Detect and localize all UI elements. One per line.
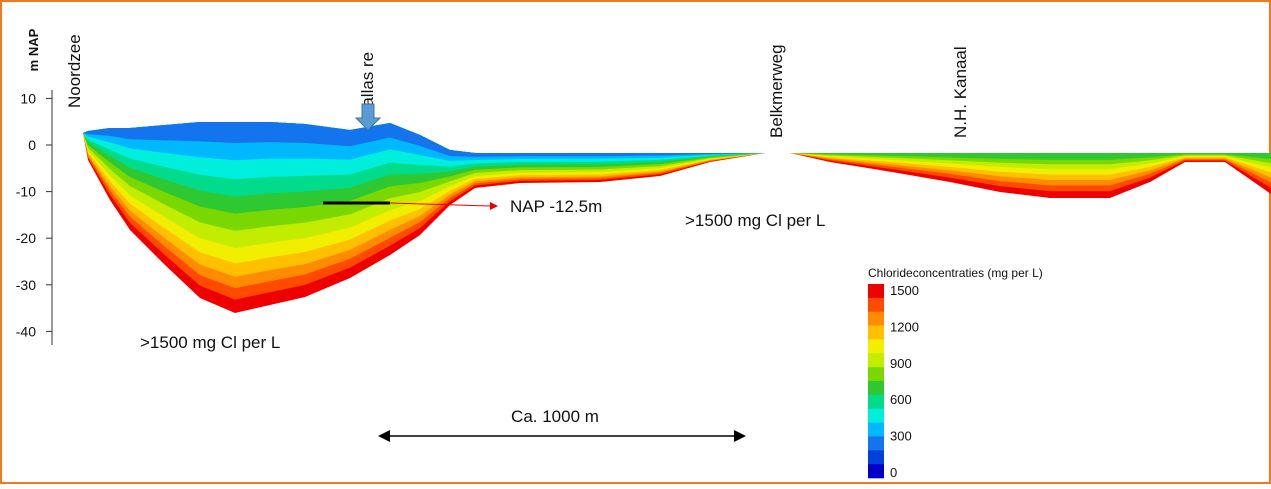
legend-label: 1200 [890, 319, 919, 334]
legend-label: 600 [890, 392, 912, 407]
legend-swatch [868, 353, 884, 368]
tick-label: -10 [16, 184, 36, 200]
annotation: >1500 mg Cl per L [140, 333, 280, 352]
legend-swatch [868, 450, 884, 465]
annotation: NAP -12.5m [510, 197, 602, 216]
legend-swatch [868, 339, 884, 354]
location-arrow [354, 103, 382, 131]
legend-label: 300 [890, 429, 912, 444]
pointer-head [490, 202, 498, 210]
pointer [389, 202, 491, 207]
tick-label: -40 [16, 323, 36, 339]
annotation: >1500 mg Cl per L [685, 211, 825, 230]
location: Noordzee [65, 34, 84, 108]
legend-swatch [868, 381, 884, 396]
legend-swatch [868, 311, 884, 326]
legend-swatch [868, 464, 884, 479]
legend-swatch [868, 408, 884, 423]
tick-label: -30 [16, 277, 36, 293]
legend-swatch [868, 422, 884, 437]
legend-swatch [868, 436, 884, 451]
legend-swatch [868, 325, 884, 340]
legend-swatch [868, 394, 884, 410]
legend-swatch [868, 284, 884, 299]
legend-label: 0 [890, 465, 897, 480]
legend-label: 1500 [890, 283, 919, 298]
tick-label: -20 [16, 230, 36, 246]
legend-title: Chlorideconcentraties (mg per L) [868, 266, 1043, 280]
legend-swatch [868, 367, 884, 382]
plumes [83, 122, 1271, 313]
tick-label: 10 [20, 90, 36, 106]
location: Belkmerweg [767, 44, 786, 138]
legend-label: 900 [890, 356, 912, 371]
annotation: Ca. 1000 m [511, 407, 599, 426]
axis-label: m NAP [26, 28, 41, 71]
concentration-band [790, 153, 1271, 160]
tick-label: 0 [28, 137, 36, 153]
legend-swatch [868, 297, 884, 313]
legend: 1500 1200 900 600 300 0 [868, 283, 919, 480]
location: N.H. Kanaal [951, 46, 970, 138]
concentration-band [83, 122, 765, 157]
location: Pallas re [358, 52, 377, 118]
y-ticks: 10 0 -10 -20 -30 -40 [16, 90, 52, 339]
